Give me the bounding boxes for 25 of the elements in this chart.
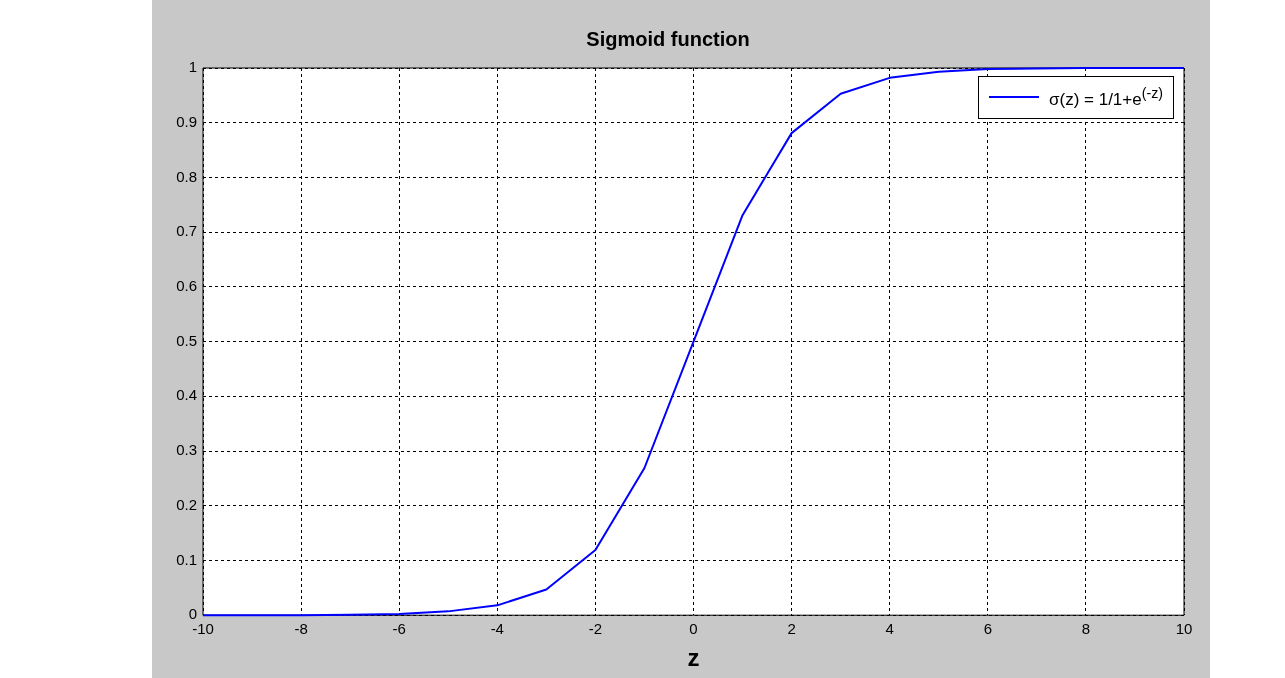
x-tick-label: -6 — [392, 620, 406, 638]
y-tick-label: 0.6 — [176, 277, 197, 295]
legend-label: σ(z) = 1/1+e$^{(-z)}$ — [1049, 85, 1163, 110]
y-tick-label: 0.4 — [176, 386, 197, 404]
y-tick-label: 0.1 — [176, 550, 197, 568]
y-tick-label: 0 — [188, 605, 197, 623]
y-tick-label: 0.8 — [176, 167, 197, 185]
x-tick-label: -2 — [588, 620, 603, 638]
y-tick-label: 0.2 — [176, 495, 197, 513]
x-tick-label: 6 — [983, 620, 992, 638]
y-tick-label: 0.9 — [176, 112, 197, 130]
x-tick-label: 10 — [1175, 620, 1193, 638]
y-tick-label: 0.7 — [176, 222, 197, 240]
x-tick-label: 2 — [787, 620, 796, 638]
x-tick-label: -8 — [294, 620, 308, 638]
x-tick-label: 8 — [1081, 620, 1091, 638]
y-tick-label: 0.3 — [176, 441, 197, 459]
x-axis-title: z — [687, 644, 700, 672]
x-tick-label: 4 — [885, 620, 894, 638]
y-tick-label: 0.5 — [176, 331, 197, 349]
chart-title: Sigmoid function — [586, 27, 750, 50]
x-tick-label: 0 — [689, 620, 698, 638]
x-tick-label: -4 — [490, 620, 504, 638]
x-tick-label: -10 — [192, 620, 214, 638]
y-tick-label: 1 — [188, 58, 197, 76]
